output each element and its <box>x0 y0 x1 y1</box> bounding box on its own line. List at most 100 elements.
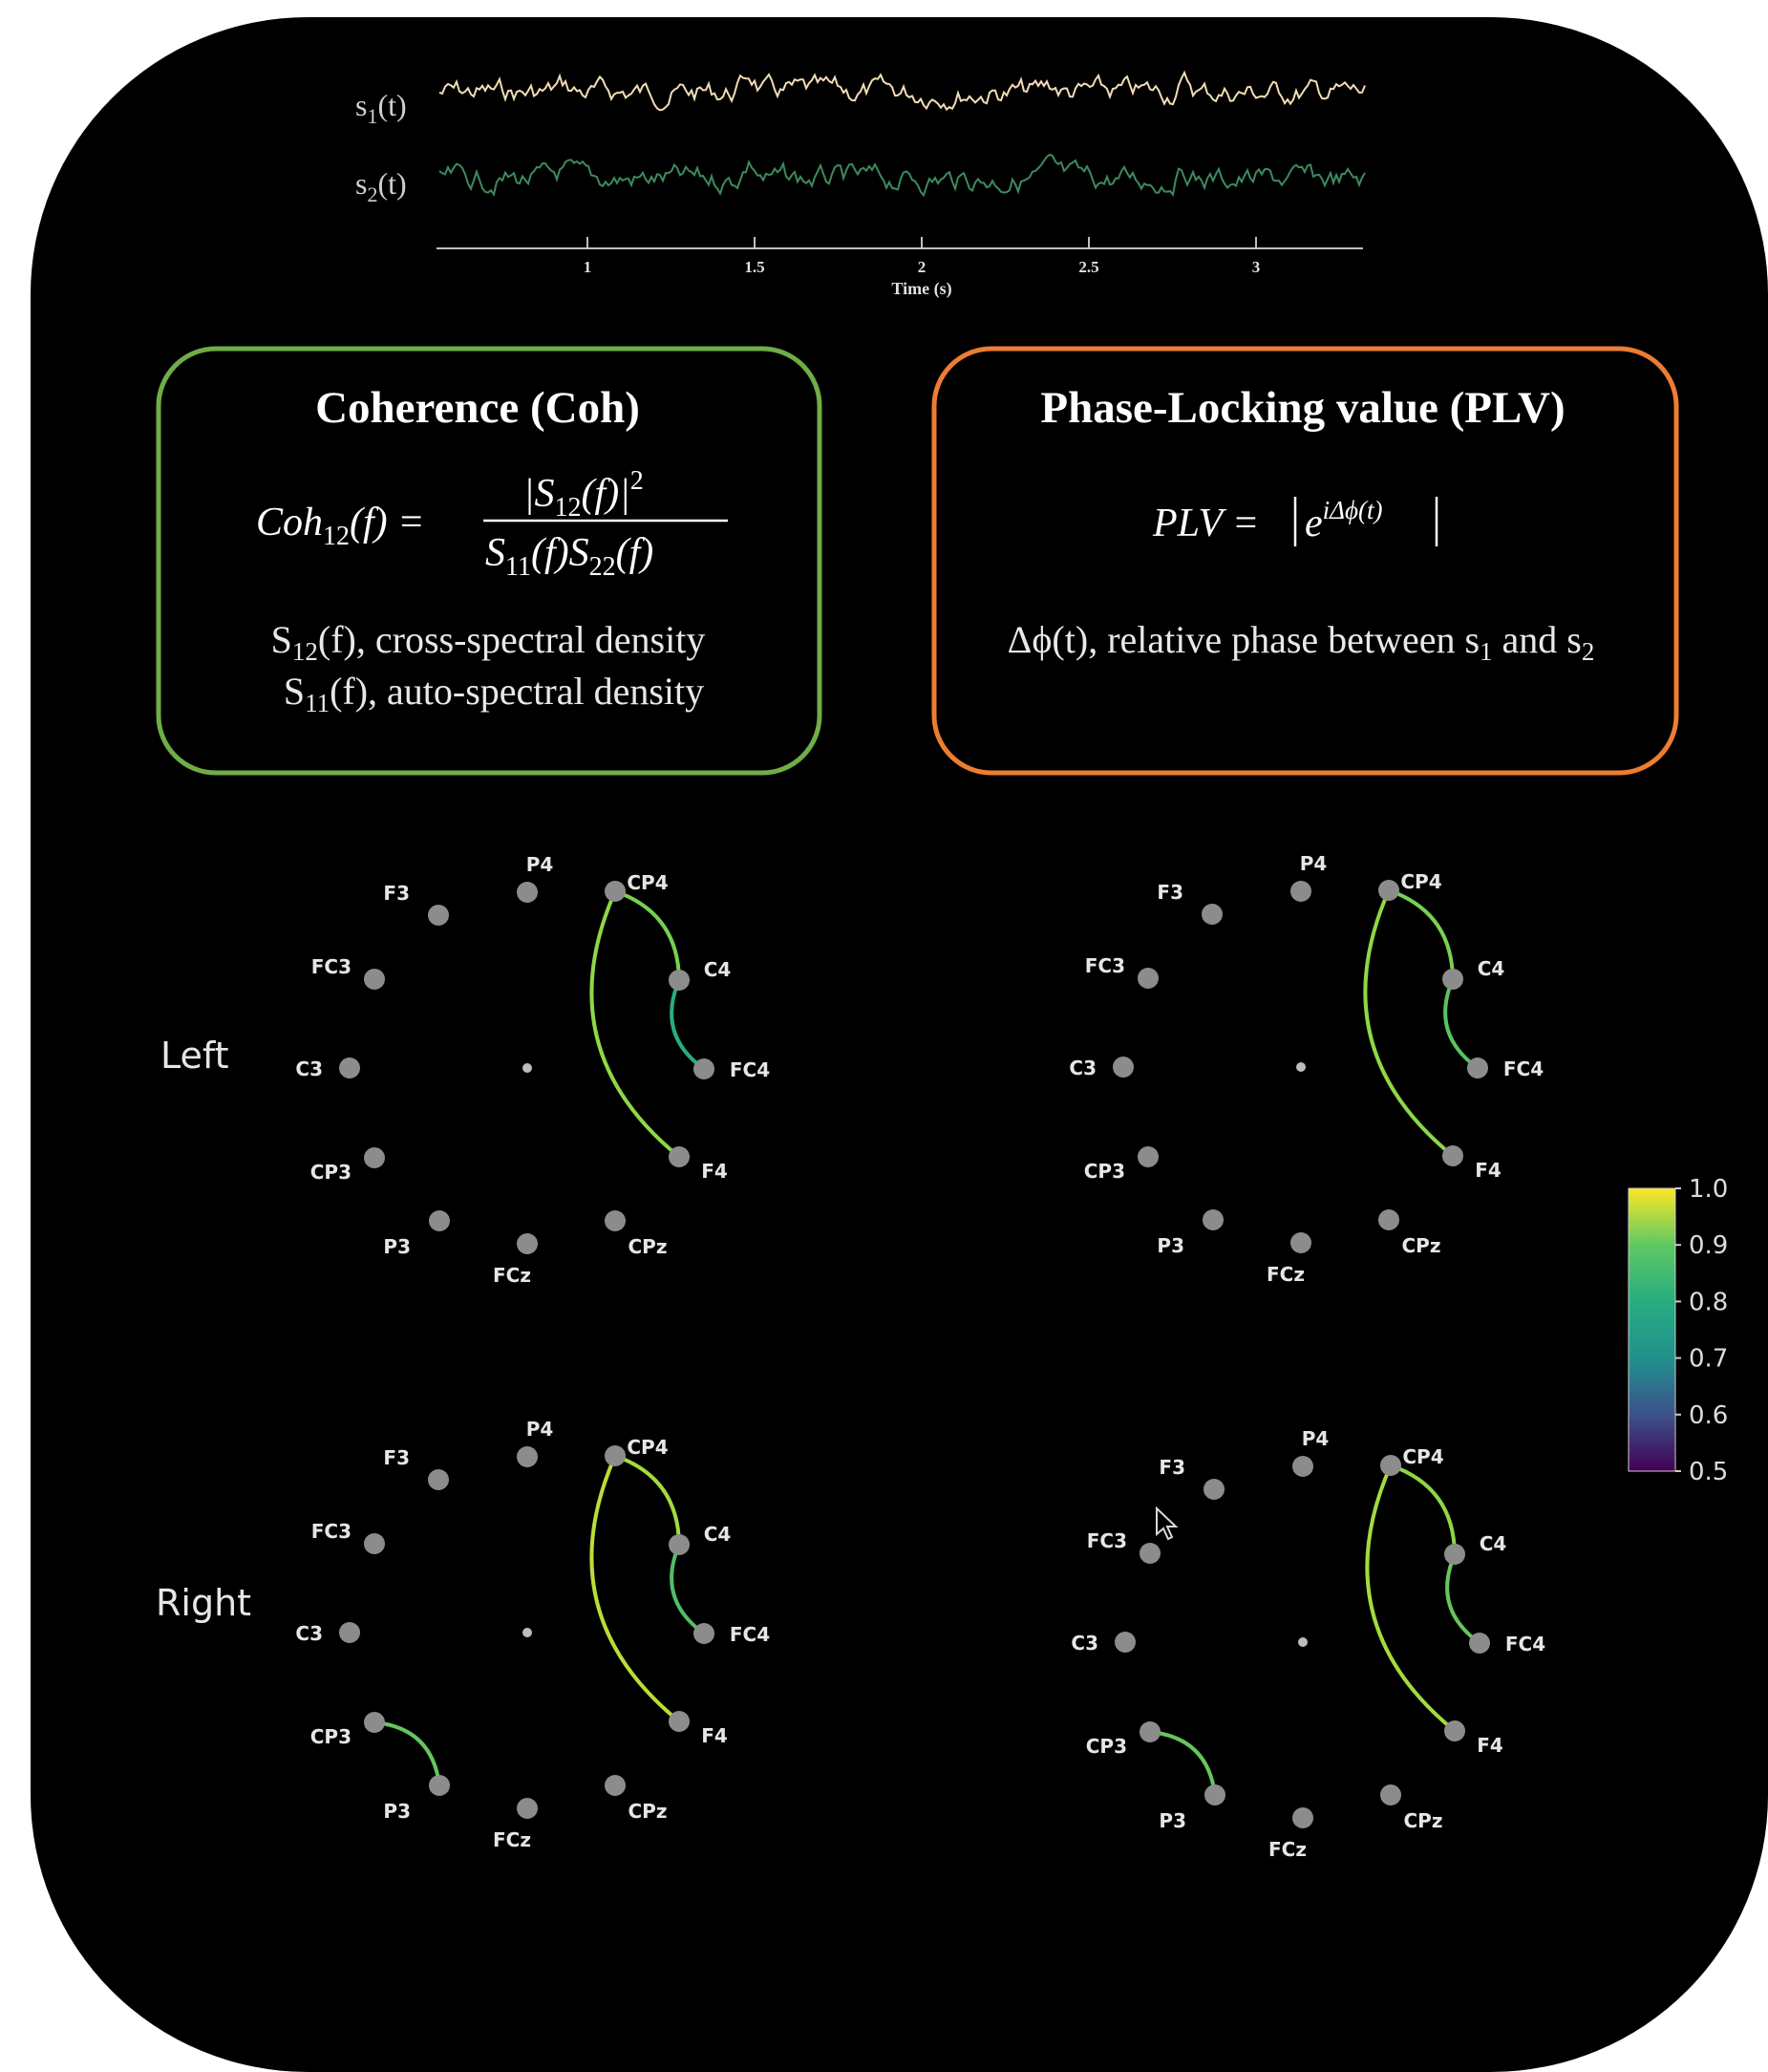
electrode-cp4 <box>605 881 626 902</box>
electrode-label-cpz: CPz <box>628 1235 668 1258</box>
electrode-label-c4: C4 <box>1478 957 1505 980</box>
colorbar-tick-label: 0.6 <box>1689 1401 1728 1430</box>
coherence-box: Coherence (Coh) Coh12(f) = |S12(f)|2 S11… <box>156 346 822 776</box>
background-panel <box>31 17 1768 2072</box>
electrode-fc4 <box>1469 1633 1490 1654</box>
electrode-p3 <box>1204 1784 1225 1805</box>
colorbar-tick-label: 0.8 <box>1689 1288 1728 1316</box>
electrode-cp4 <box>605 1445 626 1466</box>
plv-formula: PLV = eiΔϕ(t) <box>1152 496 1438 546</box>
electrode-label-cp3: CP3 <box>1086 1735 1127 1758</box>
electrode-label-f3: F3 <box>1157 881 1183 904</box>
electrode-c4 <box>669 1534 690 1555</box>
electrode-label-cpz: CPz <box>1402 1234 1441 1257</box>
s1-label: s1(t) <box>355 88 407 128</box>
electrode-label-cpz: CPz <box>628 1800 668 1823</box>
electrode-f4 <box>1442 1145 1463 1166</box>
electrode-label-p3: P3 <box>383 1800 411 1823</box>
coherence-formula-denominator: S11(f)S22(f) <box>485 531 653 582</box>
colorbar-ticks: 1.0 0.9 0.8 0.7 0.6 0.5 <box>1675 1175 1728 1486</box>
electrode-fc3 <box>364 1533 385 1554</box>
electrode-c3 <box>1113 1057 1134 1078</box>
electrode-label-c3: C3 <box>1069 1057 1097 1079</box>
electrode-p3 <box>429 1210 450 1231</box>
electrode-cpz <box>1380 1784 1401 1805</box>
connection-cp4-c4 <box>613 1454 681 1547</box>
electrode-label-f4: F4 <box>701 1724 728 1747</box>
electrode-label-c3: C3 <box>295 1622 323 1645</box>
electrode-p3 <box>429 1775 450 1796</box>
electrode-label-p4: P4 <box>526 1418 554 1441</box>
electrode-f3 <box>1202 904 1223 925</box>
time-tick-label: 2.5 <box>1078 258 1098 276</box>
connection-cp4-c4 <box>1389 1463 1457 1556</box>
electrode-label-cp4: CP4 <box>627 871 668 894</box>
plv-desc: Δϕ(t), relative phase between s1 and s2 <box>1008 618 1595 666</box>
plv-box-border <box>931 346 1679 776</box>
electrode-fc3 <box>364 969 385 990</box>
electrode-cp3 <box>364 1712 385 1733</box>
s2-label: s2(t) <box>355 166 407 206</box>
s1-trace <box>438 70 1366 112</box>
electrode-f4 <box>669 1146 690 1167</box>
electrode-p4 <box>517 1446 538 1467</box>
electrode-fcz <box>1290 1232 1311 1253</box>
electrode-label-c4: C4 <box>704 1523 732 1546</box>
coherence-formula: Coh12(f) = |S12(f)|2 S11(f)S22(f) <box>256 466 728 582</box>
electrode-f4 <box>669 1711 690 1732</box>
electrode-label-cp3: CP3 <box>1084 1160 1125 1183</box>
electrode-label-fcz: FCz <box>1268 1838 1307 1861</box>
electrode-cpz <box>1378 1209 1399 1230</box>
electrode-fc4 <box>1467 1057 1488 1079</box>
time-tick-label: 1 <box>584 258 592 276</box>
connection-cp4-f4 <box>1365 1463 1457 1733</box>
electrode-fc3 <box>1140 1543 1161 1564</box>
electrode-label-p4: P4 <box>1300 852 1328 875</box>
coherence-title: Coherence (Coh) <box>315 383 640 433</box>
connectivity-plot-left-plv: F3 P4 CP4 FC3 C4 C3 FC4 CP3 F4 P3 CPz FCz <box>1069 852 1544 1286</box>
colorbar-tick-label: 0.9 <box>1689 1231 1728 1260</box>
electrode-label-p3: P3 <box>1157 1234 1184 1257</box>
s2-trace <box>438 153 1366 198</box>
electrode-label-c3: C3 <box>295 1057 323 1080</box>
electrode-label-p3: P3 <box>1159 1809 1186 1832</box>
electrode-label-fcz: FCz <box>493 1828 531 1851</box>
electrode-fc4 <box>693 1058 714 1079</box>
electrode-label-fc3: FC3 <box>1085 954 1125 977</box>
electrode-label-cp4: CP4 <box>1400 870 1441 893</box>
plv-formula-lhs: PLV = <box>1152 502 1259 545</box>
coherence-formula-numerator: |S12(f)|2 <box>523 466 644 523</box>
connection-cp4-c4 <box>1387 888 1455 981</box>
electrode-label-p3: P3 <box>383 1235 411 1258</box>
electrode-c4 <box>1442 969 1463 990</box>
electrode-p4 <box>1290 881 1311 902</box>
electrode-label-p4: P4 <box>526 853 554 876</box>
electrode-label-fc3: FC3 <box>311 1520 351 1543</box>
electrode-label-cp4: CP4 <box>1402 1445 1443 1468</box>
row-label-left: Left <box>160 1035 229 1077</box>
center-marker <box>1296 1062 1306 1072</box>
connection-cp4-c4 <box>613 889 681 982</box>
colorbar: 1.0 0.9 0.8 0.7 0.6 0.5 <box>1628 1175 1728 1486</box>
signal-traces: s1(t) s2(t) 1 1.5 2 2.5 3 Time (s) <box>355 70 1366 299</box>
electrode-fcz <box>517 1798 538 1819</box>
center-marker <box>1298 1637 1308 1647</box>
electrode-cpz <box>605 1775 626 1796</box>
electrode-label-f3: F3 <box>1159 1456 1185 1479</box>
electrode-label-cpz: CPz <box>1404 1809 1443 1832</box>
connection-c4-fc4 <box>670 1543 706 1635</box>
electrode-cp3 <box>1140 1721 1161 1742</box>
time-tick-label: 3 <box>1252 258 1261 276</box>
electrode-label-f4: F4 <box>1477 1734 1503 1757</box>
time-tick-label: 2 <box>918 258 927 276</box>
plv-formula-base: eiΔϕ(t) <box>1305 496 1382 545</box>
electrode-label-fc3: FC3 <box>1087 1529 1127 1552</box>
connection-c4-fc4 <box>1443 977 1480 1070</box>
electrode-c3 <box>339 1622 360 1643</box>
row-label-right: Right <box>156 1582 251 1624</box>
electrode-label-fc3: FC3 <box>311 955 351 978</box>
electrode-cp3 <box>364 1147 385 1168</box>
electrode-label-fcz: FCz <box>493 1264 531 1287</box>
electrode-label-c4: C4 <box>704 958 732 981</box>
